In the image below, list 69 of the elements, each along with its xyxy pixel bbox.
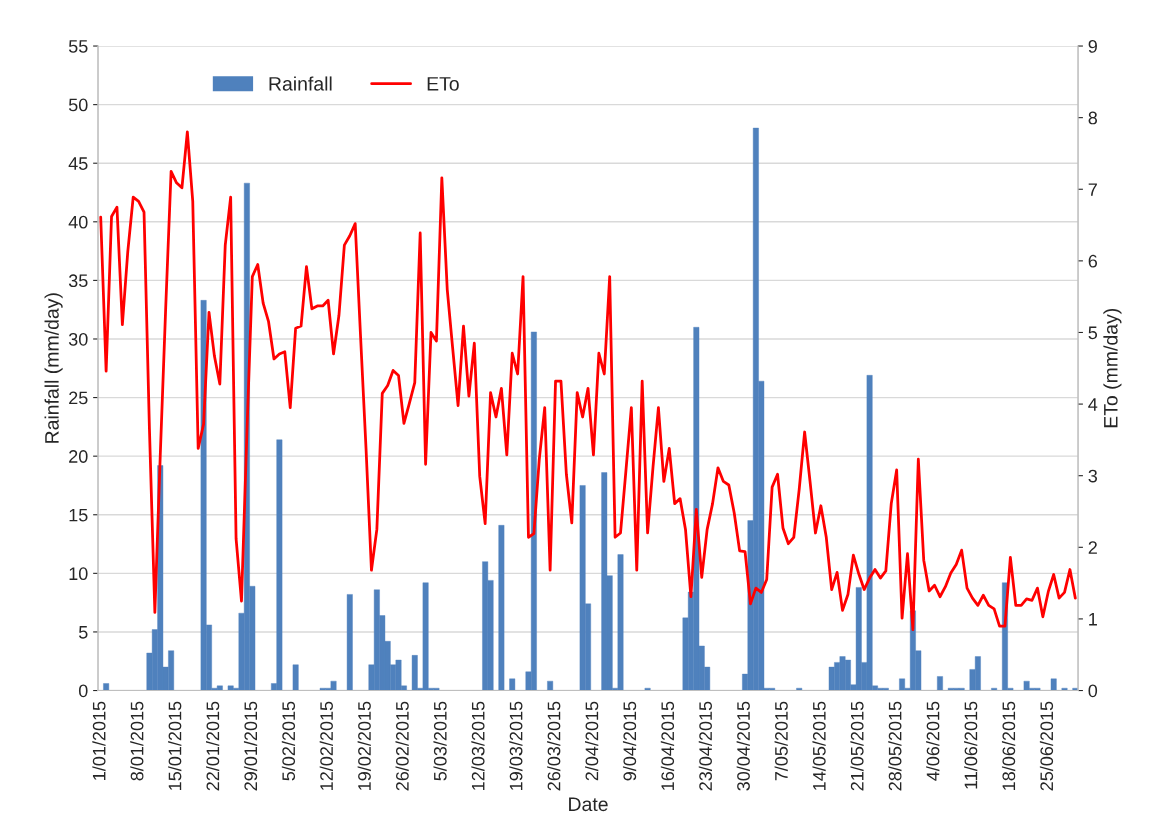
y-axis-title: Rainfall (mm/day) — [44, 293, 63, 443]
x-axis-title: Date — [569, 797, 608, 812]
x-tick-label: 1/01/2015 — [92, 701, 106, 780]
y-tick-label: 15 — [69, 508, 88, 522]
y2-tick-label: 6 — [1088, 254, 1098, 268]
x-tick-label: 30/04/2015 — [736, 701, 750, 791]
bar — [796, 687, 803, 691]
x-tick-label: 19/02/2015 — [357, 701, 371, 790]
x-tick-label: 29/01/2015 — [243, 701, 258, 791]
y-tick-label: 30 — [68, 332, 88, 346]
x-tick-label: 14/05/2015 — [812, 701, 826, 790]
x-tick-label: 8/01/2015 — [130, 701, 144, 781]
y2-tick-label: 9 — [1088, 39, 1097, 53]
x-tick-label: 26/03/2015 — [547, 701, 561, 791]
y-tick-label: 5 — [78, 626, 88, 639]
bar — [103, 683, 110, 691]
x-tick-label: 12/02/2015 — [319, 701, 333, 790]
bar — [828, 666, 835, 691]
y-tick-label: 55 — [68, 40, 88, 53]
y-tick-label: 45 — [68, 157, 88, 170]
x-tick-label: 4/06/2015 — [926, 701, 940, 781]
y-tick-label: 10 — [69, 567, 88, 581]
y-tick-label: 20 — [69, 450, 88, 463]
y2-tick-label: 1 — [1089, 613, 1097, 626]
bar — [937, 676, 943, 691]
bar — [1050, 678, 1057, 691]
bar — [411, 655, 418, 691]
line-series — [99, 130, 1077, 632]
legend-label: Rainfall — [269, 76, 332, 91]
x-tick-label: 25/06/2015 — [1039, 701, 1054, 791]
x-tick-label: 22/01/2015 — [206, 701, 220, 791]
y2-tick-label: 0 — [1088, 684, 1098, 698]
x-tick-label: 11/06/2015 — [964, 701, 978, 789]
y2-tick-label: 2 — [1088, 541, 1097, 554]
bar — [292, 664, 299, 691]
y2-axis-title: ETo (mm/day) — [1103, 308, 1122, 428]
bar — [227, 685, 234, 691]
bar — [644, 687, 651, 691]
x-tick-label: 5/03/2015 — [433, 701, 447, 781]
x-tick-label: 21/05/2015 — [850, 701, 864, 791]
y2-tick-label: 7 — [1088, 183, 1097, 196]
y-tick-label: 35 — [68, 274, 88, 288]
bar — [1061, 687, 1068, 691]
y-tick-label: 0 — [78, 684, 88, 698]
y-tick-label: 40 — [68, 215, 88, 229]
y-tick-label: 25 — [69, 391, 88, 405]
bar — [1023, 680, 1030, 691]
bar — [346, 594, 353, 691]
y2-tick-label: 5 — [1088, 326, 1098, 340]
x-tick-label: 28/05/2015 — [888, 701, 902, 791]
x-tick-label: 7/05/2015 — [774, 701, 788, 781]
x-tick-label: 23/04/2015 — [698, 701, 712, 791]
bar — [547, 680, 554, 691]
x-tick-label: 5/02/2015 — [281, 701, 296, 781]
legend-label: ETo — [427, 77, 459, 91]
bar — [498, 525, 505, 691]
x-tick-label: 15/01/2015 — [168, 701, 182, 790]
x-tick-label: 12/03/2015 — [471, 701, 485, 790]
y2-tick-label: 3 — [1088, 469, 1098, 483]
x-tick-label: 2/04/2015 — [585, 701, 599, 781]
x-tick-label: 16/04/2015 — [660, 701, 675, 790]
bar — [509, 678, 516, 691]
x-tick-label: 9/04/2015 — [622, 701, 637, 781]
y2-tick-label: 4 — [1088, 398, 1098, 411]
x-tick-label: 19/03/2015 — [509, 701, 523, 790]
y2-tick-label: 8 — [1088, 111, 1098, 125]
x-tick-label: 18/06/2015 — [1001, 701, 1016, 790]
y-tick-label: 50 — [68, 98, 88, 112]
x-tick-label: 26/02/2015 — [395, 701, 409, 791]
